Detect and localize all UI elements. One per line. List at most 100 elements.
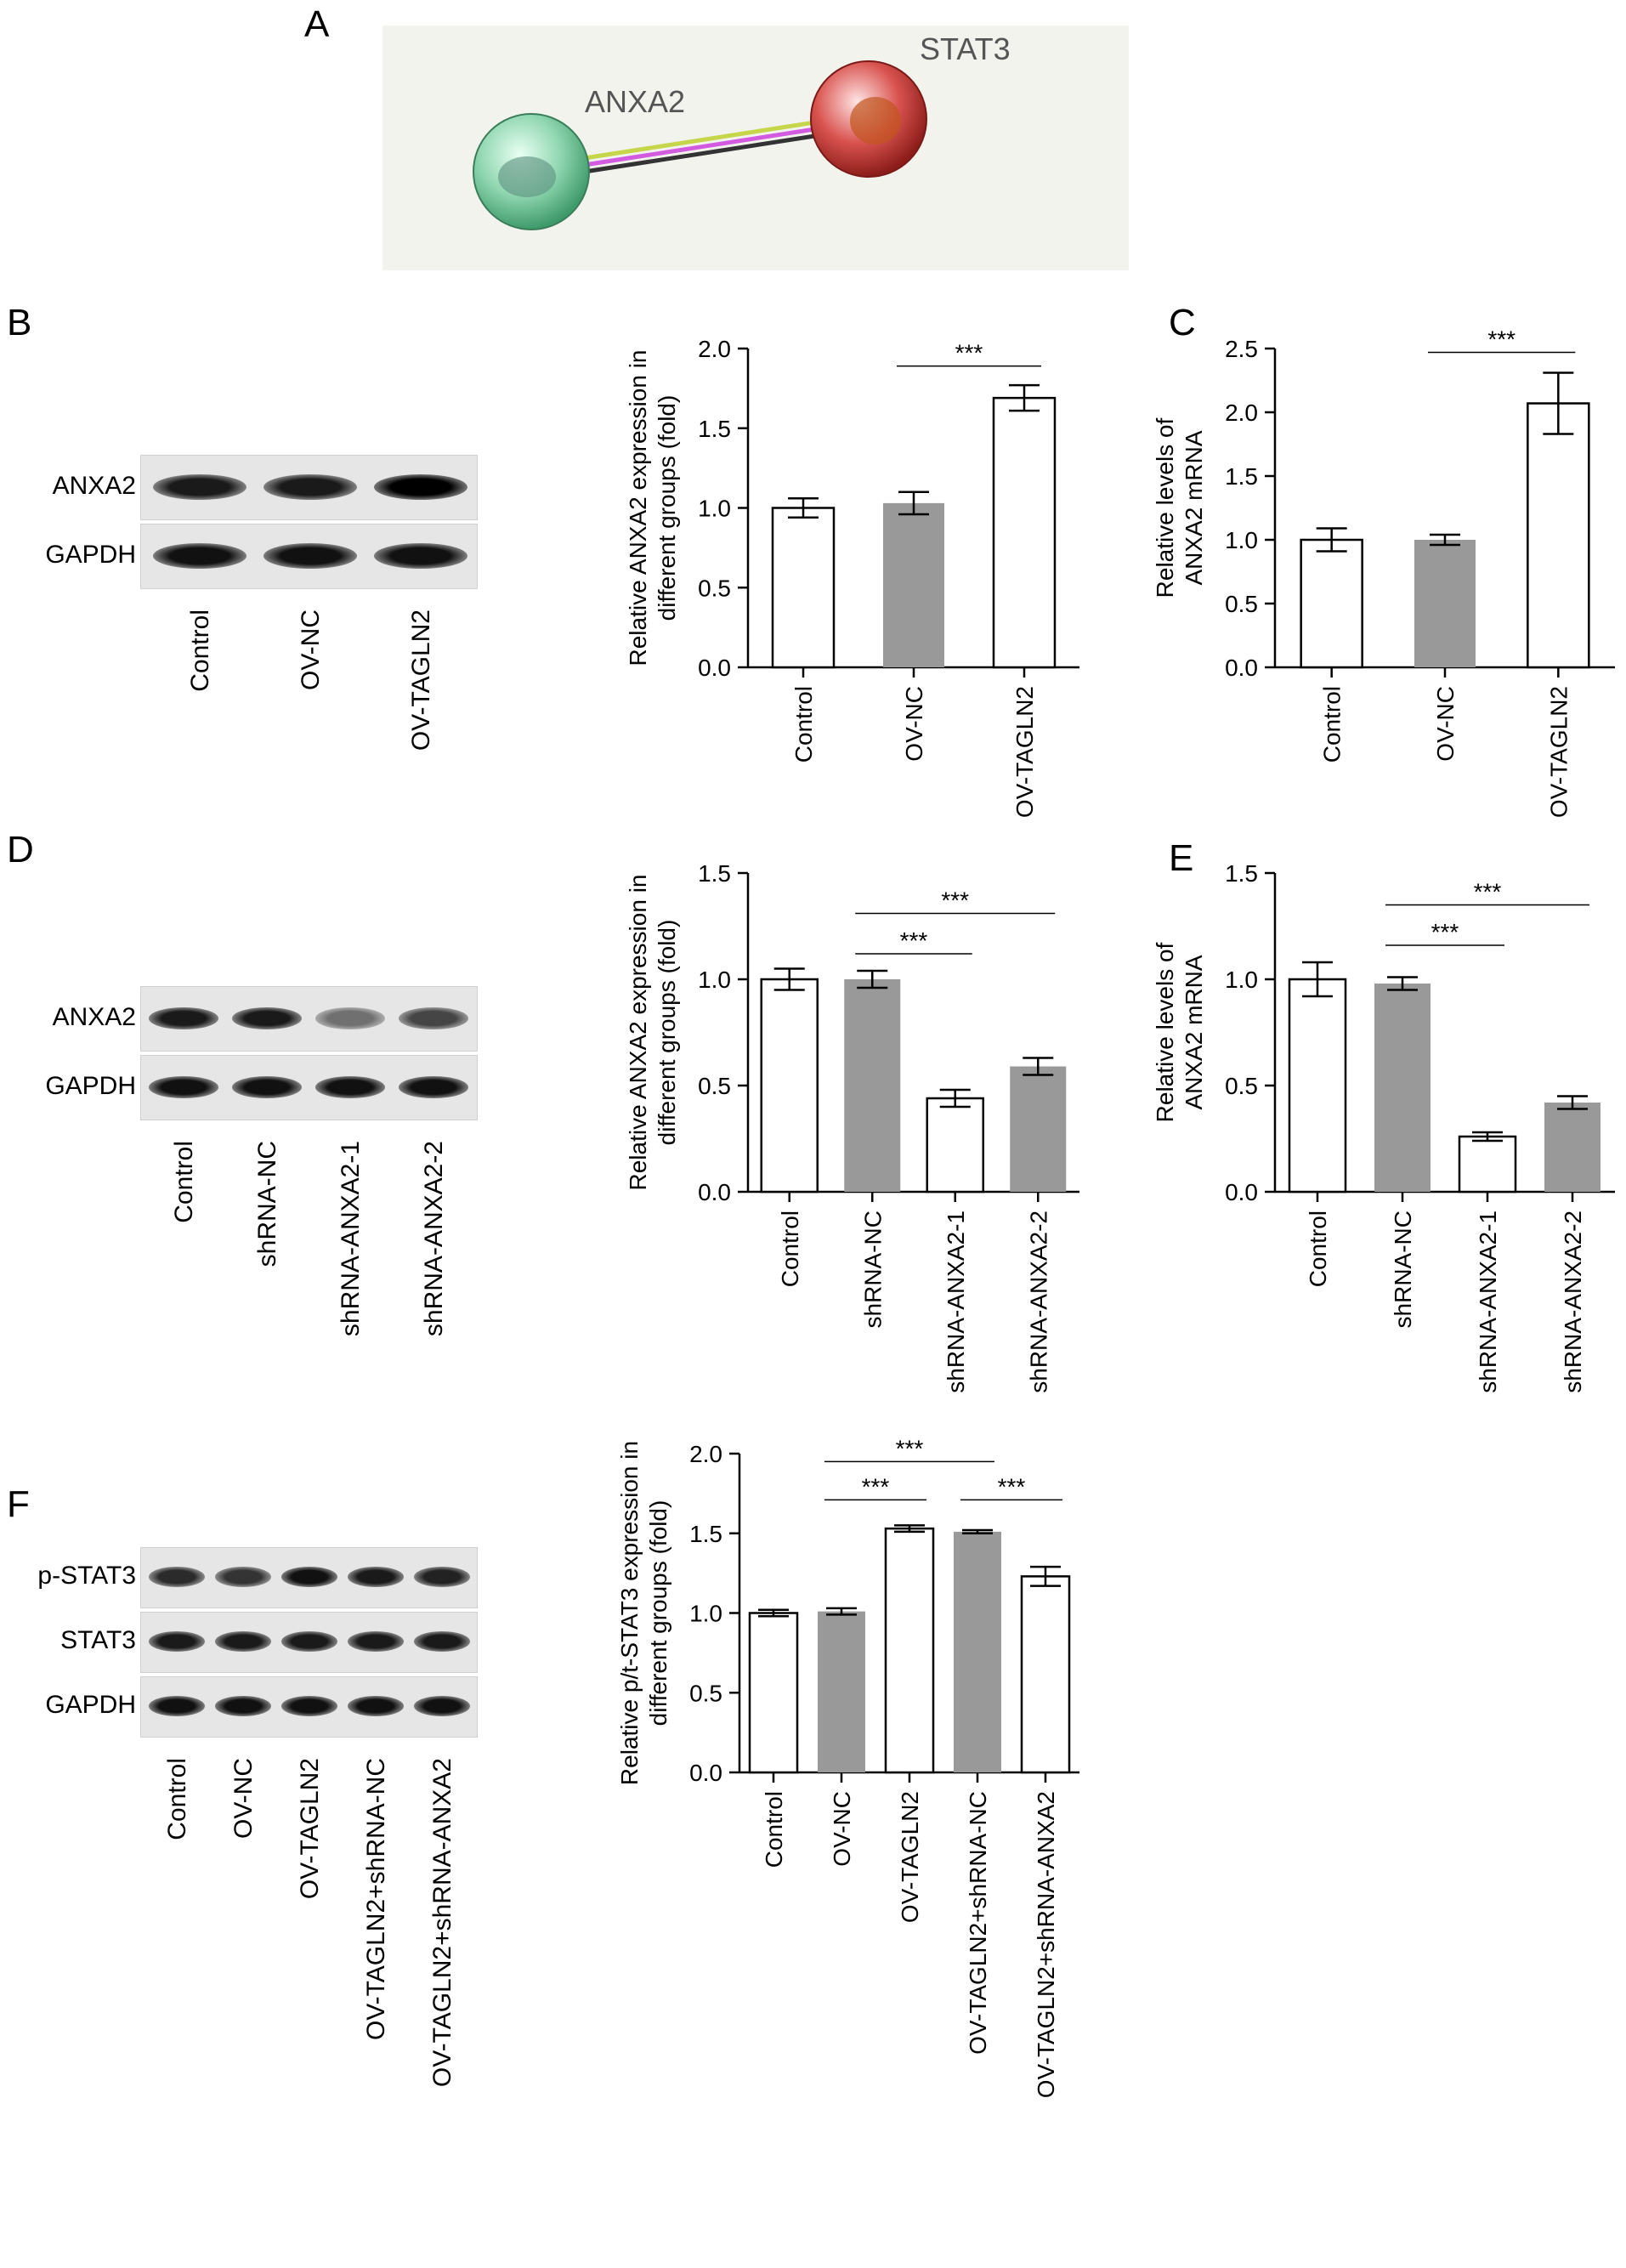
bar	[1458, 1135, 1517, 1194]
panel-letter-e: E	[1169, 837, 1194, 879]
bar	[818, 1611, 865, 1772]
chart-c: 0.0 0.5 1.0 1.5 2.0 2.5 Relative levels of ANXA…	[1152, 326, 1615, 818]
y-tick-label: 0.0	[698, 1179, 731, 1205]
node-label-stat3: STAT3	[920, 31, 1011, 66]
x-tick-label: Control	[790, 686, 817, 763]
blot-band	[374, 542, 467, 569]
y-tick-label: 0.0	[1225, 655, 1258, 681]
y-tick-label: 0.5	[698, 1073, 731, 1099]
bar	[748, 1612, 799, 1774]
significance-label: ***	[955, 340, 983, 366]
significance-label: ***	[896, 1435, 924, 1461]
significance-label: ***	[998, 1473, 1026, 1500]
bar	[954, 1531, 1001, 1772]
x-tick-label: OV-NC	[829, 1791, 855, 1867]
bar	[992, 396, 1057, 669]
chart-d: 0.0 0.5 1.0 1.5 Relative ANXA2 expression in…	[625, 860, 1079, 1393]
blot-band	[348, 1696, 404, 1716]
blot-lane-label: Control	[163, 1758, 191, 1840]
bar	[844, 979, 901, 1192]
blot-band	[149, 1696, 205, 1716]
chart-b: 0.0 0.5 1.0 1.5 2.0 Relative ANXA2 expression…	[625, 336, 1079, 818]
significance-label: ***	[1487, 326, 1516, 353]
edge-magenta	[573, 120, 859, 169]
y-tick-label: 0.0	[689, 1760, 722, 1786]
blot-lane-label: OV-TAGLN2	[296, 1758, 324, 1900]
blot-band	[414, 1631, 470, 1652]
x-tick-label: OV-TAGLN2+shRNA-NC	[965, 1791, 991, 2055]
bar	[1527, 402, 1590, 669]
y-tick-label: 1.0	[1225, 967, 1258, 993]
x-tick-label: shRNA-ANXA2-1	[1475, 1211, 1501, 1393]
blot-band	[414, 1567, 470, 1587]
blot-band	[149, 1006, 218, 1029]
x-tick-label: Control	[777, 1211, 803, 1287]
x-tick-label: OV-TAGLN2+shRNA-ANXA2	[1033, 1791, 1059, 2098]
significance-label: ***	[862, 1473, 890, 1500]
significance-label: ***	[1474, 879, 1502, 905]
x-tick-label: shRNA-NC	[859, 1211, 886, 1328]
blot-lane-label: OV-TAGLN2+shRNA-ANXA2	[428, 1758, 456, 2088]
blot-band	[281, 1631, 337, 1652]
y-axis-label: Relative ANXA2 expression in	[625, 350, 651, 666]
blot-band	[153, 542, 246, 569]
y-axis-label: different groups (fold)	[654, 920, 680, 1146]
blot-lane-label: OV-TAGLN2+shRNA-NC	[362, 1758, 390, 2041]
significance-label: ***	[1431, 919, 1459, 945]
y-tick-label: 1.5	[698, 860, 731, 887]
blot-band	[281, 1696, 337, 1716]
y-tick-label: 1.0	[1225, 527, 1258, 553]
panel-letter-c: C	[1169, 302, 1196, 343]
x-tick-label: shRNA-NC	[1390, 1211, 1416, 1328]
x-tick-label: OV-NC	[901, 686, 927, 762]
blot-band	[348, 1567, 404, 1587]
x-tick-label: OV-TAGLN2	[1545, 686, 1572, 818]
blot-band	[348, 1631, 404, 1652]
y-tick-label: 1.5	[698, 416, 731, 442]
bar	[1288, 978, 1347, 1194]
panel-letter-a: A	[304, 3, 330, 45]
x-tick-label: OV-TAGLN2	[897, 1791, 923, 1923]
node-anxa2[interactable]: ANXA2	[473, 84, 685, 230]
node-stat3[interactable]: STAT3	[810, 31, 1011, 178]
y-axis-label: Relative levels of	[1152, 942, 1178, 1122]
y-tick-label: 0.5	[1225, 1073, 1258, 1099]
bar	[760, 978, 819, 1194]
bar	[1010, 1066, 1067, 1192]
y-tick-label: 0.5	[698, 575, 731, 601]
y-tick-label: 0.0	[1225, 1179, 1258, 1205]
blot-row-label: GAPDH	[45, 1691, 136, 1719]
blot-band	[414, 1696, 470, 1716]
x-tick-label: Control	[761, 1791, 787, 1868]
blot-band	[281, 1567, 337, 1587]
blot-band	[232, 1006, 302, 1029]
blot-band	[149, 1075, 218, 1098]
y-axis-label: different groups (fold)	[654, 395, 680, 621]
blot-band	[263, 542, 357, 569]
y-tick-label: 1.0	[689, 1601, 722, 1627]
blot-row-label: ANXA2	[52, 1002, 136, 1031]
x-tick-label: shRNA-ANXA2-2	[1025, 1211, 1051, 1393]
panel-letter-d: D	[7, 829, 34, 870]
y-axis-label: Relative levels of	[1152, 417, 1178, 598]
y-tick-label: 1.0	[698, 496, 731, 522]
y-tick-label: 1.0	[698, 967, 731, 993]
y-tick-label: 0.5	[1225, 591, 1258, 617]
blot-band	[263, 473, 357, 500]
y-axis-label: Relative ANXA2 expression in	[625, 875, 651, 1191]
significance-label: ***	[941, 887, 969, 914]
chart-f: 0.0 0.5 1.0 1.5 2.0 Relative p/t-STAT3 expres…	[616, 1435, 1079, 2098]
blot-band	[399, 1006, 468, 1029]
blot-row-label: GAPDH	[45, 540, 136, 569]
blot-row-label: ANXA2	[52, 471, 136, 500]
bar	[771, 507, 836, 669]
blot-band	[153, 473, 246, 500]
blot-band	[215, 1696, 271, 1716]
y-tick-label: 0.5	[689, 1680, 722, 1706]
node-label-anxa2: ANXA2	[585, 84, 685, 119]
significance-label: ***	[900, 927, 928, 954]
blot-band	[149, 1567, 205, 1587]
bar	[926, 1097, 984, 1194]
x-tick-label: OV-TAGLN2	[1011, 686, 1038, 818]
blot-band	[215, 1567, 271, 1587]
